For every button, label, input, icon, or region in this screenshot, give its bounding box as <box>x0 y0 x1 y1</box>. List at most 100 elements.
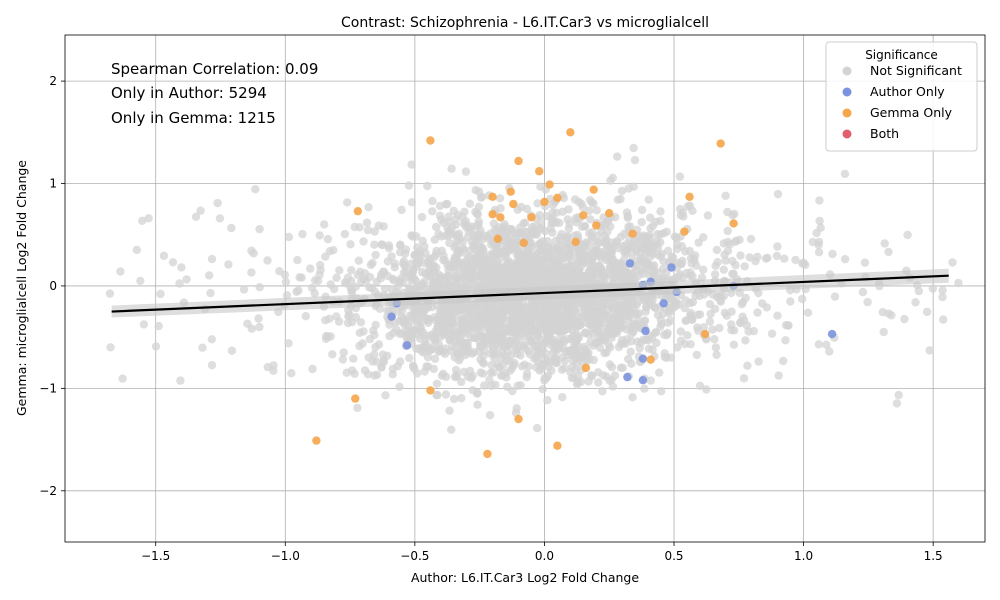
not-significant-point <box>542 349 551 359</box>
not-significant-point <box>637 205 647 215</box>
not-significant-point <box>522 369 532 378</box>
not-significant-point <box>556 236 565 246</box>
not-significant-point <box>767 329 777 338</box>
not-significant-point <box>445 406 454 415</box>
not-significant-point <box>721 191 730 200</box>
not-significant-point <box>412 262 421 271</box>
author-only-point <box>827 329 837 339</box>
not-significant-point <box>561 347 571 356</box>
not-significant-point <box>177 263 186 272</box>
not-significant-point <box>495 363 504 372</box>
not-significant-point <box>653 310 663 320</box>
author-only-point <box>638 354 648 363</box>
not-significant-point <box>723 237 733 247</box>
x-tick-label: 0.0 <box>535 549 554 563</box>
not-significant-point <box>741 293 750 303</box>
not-significant-point <box>442 313 452 322</box>
not-significant-point <box>451 268 460 277</box>
not-significant-point <box>587 233 596 242</box>
not-significant-point <box>658 264 668 274</box>
not-significant-point <box>565 219 574 228</box>
not-significant-point <box>683 202 692 211</box>
not-significant-point <box>675 172 685 181</box>
not-significant-point <box>360 366 370 375</box>
not-significant-point <box>605 360 614 369</box>
not-significant-point <box>828 249 837 259</box>
gemma-only-point <box>519 238 528 248</box>
not-significant-point <box>702 385 711 394</box>
not-significant-point <box>728 211 737 220</box>
not-significant-point <box>513 256 522 265</box>
not-significant-point <box>710 304 720 314</box>
not-significant-point <box>224 260 233 269</box>
gemma-only-point <box>527 213 536 222</box>
not-significant-point <box>383 271 392 281</box>
not-significant-point <box>432 263 441 272</box>
not-significant-point <box>619 339 628 348</box>
not-significant-point <box>680 339 690 349</box>
not-significant-point <box>440 303 449 312</box>
not-significant-point <box>213 198 222 208</box>
not-significant-point <box>630 155 640 165</box>
not-significant-point <box>239 285 249 294</box>
not-significant-point <box>435 346 445 356</box>
not-significant-point <box>858 287 868 297</box>
not-significant-point <box>533 423 542 433</box>
not-significant-point <box>452 256 461 265</box>
not-significant-point <box>948 258 957 267</box>
not-significant-point <box>664 309 674 318</box>
not-significant-point <box>606 263 615 272</box>
stats-annotations: Spearman Correlation: 0.09 Only in Autho… <box>111 60 318 127</box>
annotation-gemma-only: Only in Gemma: 1215 <box>111 109 276 127</box>
not-significant-point <box>594 238 603 248</box>
not-significant-point <box>644 195 653 204</box>
not-significant-point <box>406 272 415 281</box>
not-significant-point <box>293 255 302 265</box>
not-significant-point <box>954 278 963 288</box>
not-significant-point <box>517 270 526 280</box>
not-significant-point <box>537 360 546 369</box>
not-significant-point <box>705 317 715 326</box>
not-significant-point <box>377 362 386 371</box>
not-significant-point <box>343 198 352 207</box>
not-significant-point <box>505 338 515 347</box>
not-significant-point <box>365 272 375 282</box>
not-significant-point <box>424 314 433 324</box>
not-significant-point <box>453 332 462 341</box>
gemma-only-point <box>571 237 580 247</box>
not-significant-point <box>342 368 351 377</box>
not-significant-point <box>548 208 557 217</box>
not-significant-point <box>364 203 373 212</box>
not-significant-point <box>328 350 337 359</box>
not-significant-point <box>474 217 483 226</box>
not-significant-point <box>495 269 504 278</box>
not-significant-point <box>925 346 934 355</box>
not-significant-point <box>340 229 350 239</box>
not-significant-point <box>532 229 541 238</box>
not-significant-point <box>803 308 813 317</box>
annotation-spearman: Spearman Correlation: 0.09 <box>111 60 318 78</box>
not-significant-point <box>457 318 467 327</box>
not-significant-point <box>159 251 169 260</box>
not-significant-point <box>593 327 603 336</box>
not-significant-point <box>453 349 462 359</box>
not-significant-point <box>400 320 409 330</box>
not-significant-point <box>118 374 127 383</box>
not-significant-point <box>485 375 494 384</box>
not-significant-point <box>545 307 555 316</box>
gemma-only-point <box>553 441 562 450</box>
not-significant-point <box>938 292 947 302</box>
not-significant-point <box>370 371 379 380</box>
not-significant-point <box>749 326 758 336</box>
not-significant-point <box>719 291 728 301</box>
not-significant-point <box>476 355 485 364</box>
not-significant-point <box>711 343 721 352</box>
not-significant-point <box>365 334 375 344</box>
not-significant-point <box>754 288 763 298</box>
not-significant-point <box>371 320 380 330</box>
not-significant-point <box>602 372 611 381</box>
gemma-only-point <box>566 128 575 137</box>
not-significant-point <box>773 311 782 320</box>
not-significant-point <box>344 306 353 315</box>
not-significant-point <box>483 231 492 241</box>
